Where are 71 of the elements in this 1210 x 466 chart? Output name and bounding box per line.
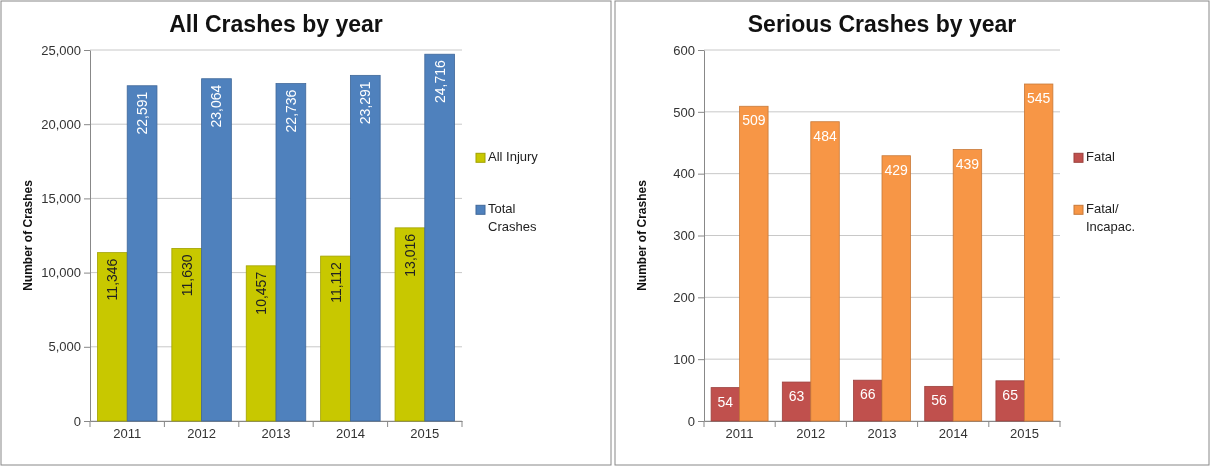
bar [952,149,983,422]
data-label: 23,064 [208,84,225,128]
bar [424,53,455,422]
y-tick-label: 100 [673,351,695,367]
x-tick-label: 2013 [261,426,291,442]
data-label: 66 [859,386,876,403]
legend-label: Total Crashes [488,201,537,235]
legend-label: Fatal/ Incapac. [1086,201,1136,235]
data-label: 439 [955,155,980,172]
data-label: 10,457 [253,271,270,315]
y-tick-label: 500 [673,104,695,120]
y-tick-label: 600 [673,42,695,58]
bar [126,85,158,422]
data-label: 23,291 [357,81,374,125]
x-tick-label: 2012 [796,426,826,442]
x-tick-label: 2014 [335,426,365,442]
data-label: 545 [1026,90,1051,107]
x-tick-label: 2015 [410,426,440,442]
data-label: 429 [884,161,909,178]
chart-title: All Crashes by year [169,11,383,37]
y-tick-label: 0 [73,413,81,429]
bar [995,380,1025,422]
data-label: 484 [813,127,837,144]
bar [275,83,307,422]
data-label: 509 [742,112,766,129]
data-label: 63 [788,388,805,405]
data-label: 22,591 [134,91,151,135]
y-tick-label: 5,000 [48,339,81,355]
y-axis-title: Number of Crashes [635,179,649,291]
bar [97,252,128,422]
bar [245,265,277,422]
y-tick-label: 400 [673,166,695,182]
y-tick-label: 300 [673,228,695,244]
bar [853,379,883,422]
data-label: 11,346 [104,258,121,301]
bar [320,255,351,422]
bar [201,78,232,422]
chart-title: Serious Crashes by year [747,11,1017,37]
x-tick-label: 2012 [187,426,217,442]
bar [710,387,740,422]
y-tick-label: 10,000 [41,265,81,281]
x-tick-label: 2011 [113,426,142,442]
y-tick-label: 25,000 [41,42,81,58]
bar [924,385,954,422]
bar [350,74,381,422]
data-label: 56 [931,392,947,409]
bar [394,227,426,422]
data-label: 24,716 [431,60,448,104]
bar [171,248,202,422]
x-tick-label: 2015 [1009,426,1039,442]
x-tick-label: 2014 [938,426,968,442]
bar [810,121,840,422]
bar [781,381,812,422]
y-axis-title: Number of Crashes [21,179,35,291]
x-tick-label: 2013 [867,426,897,442]
y-tick-label: 200 [673,289,695,305]
y-tick-label: 0 [687,413,695,429]
data-label: 11,112 [327,261,344,303]
x-tick-label: 2011 [725,426,754,442]
data-label: 22,736 [282,89,299,133]
data-label: 65 [1002,386,1019,403]
y-tick-label: 20,000 [41,116,81,132]
bar [739,105,769,422]
data-label: 11,630 [178,254,195,297]
legend-label: All Injury [488,149,539,165]
data-label: 13,016 [401,233,418,277]
data-label: 54 [717,393,734,410]
legend-label: Fatal [1086,149,1116,165]
bar [881,155,911,422]
y-tick-label: 15,000 [41,191,81,207]
bar [1024,83,1054,422]
